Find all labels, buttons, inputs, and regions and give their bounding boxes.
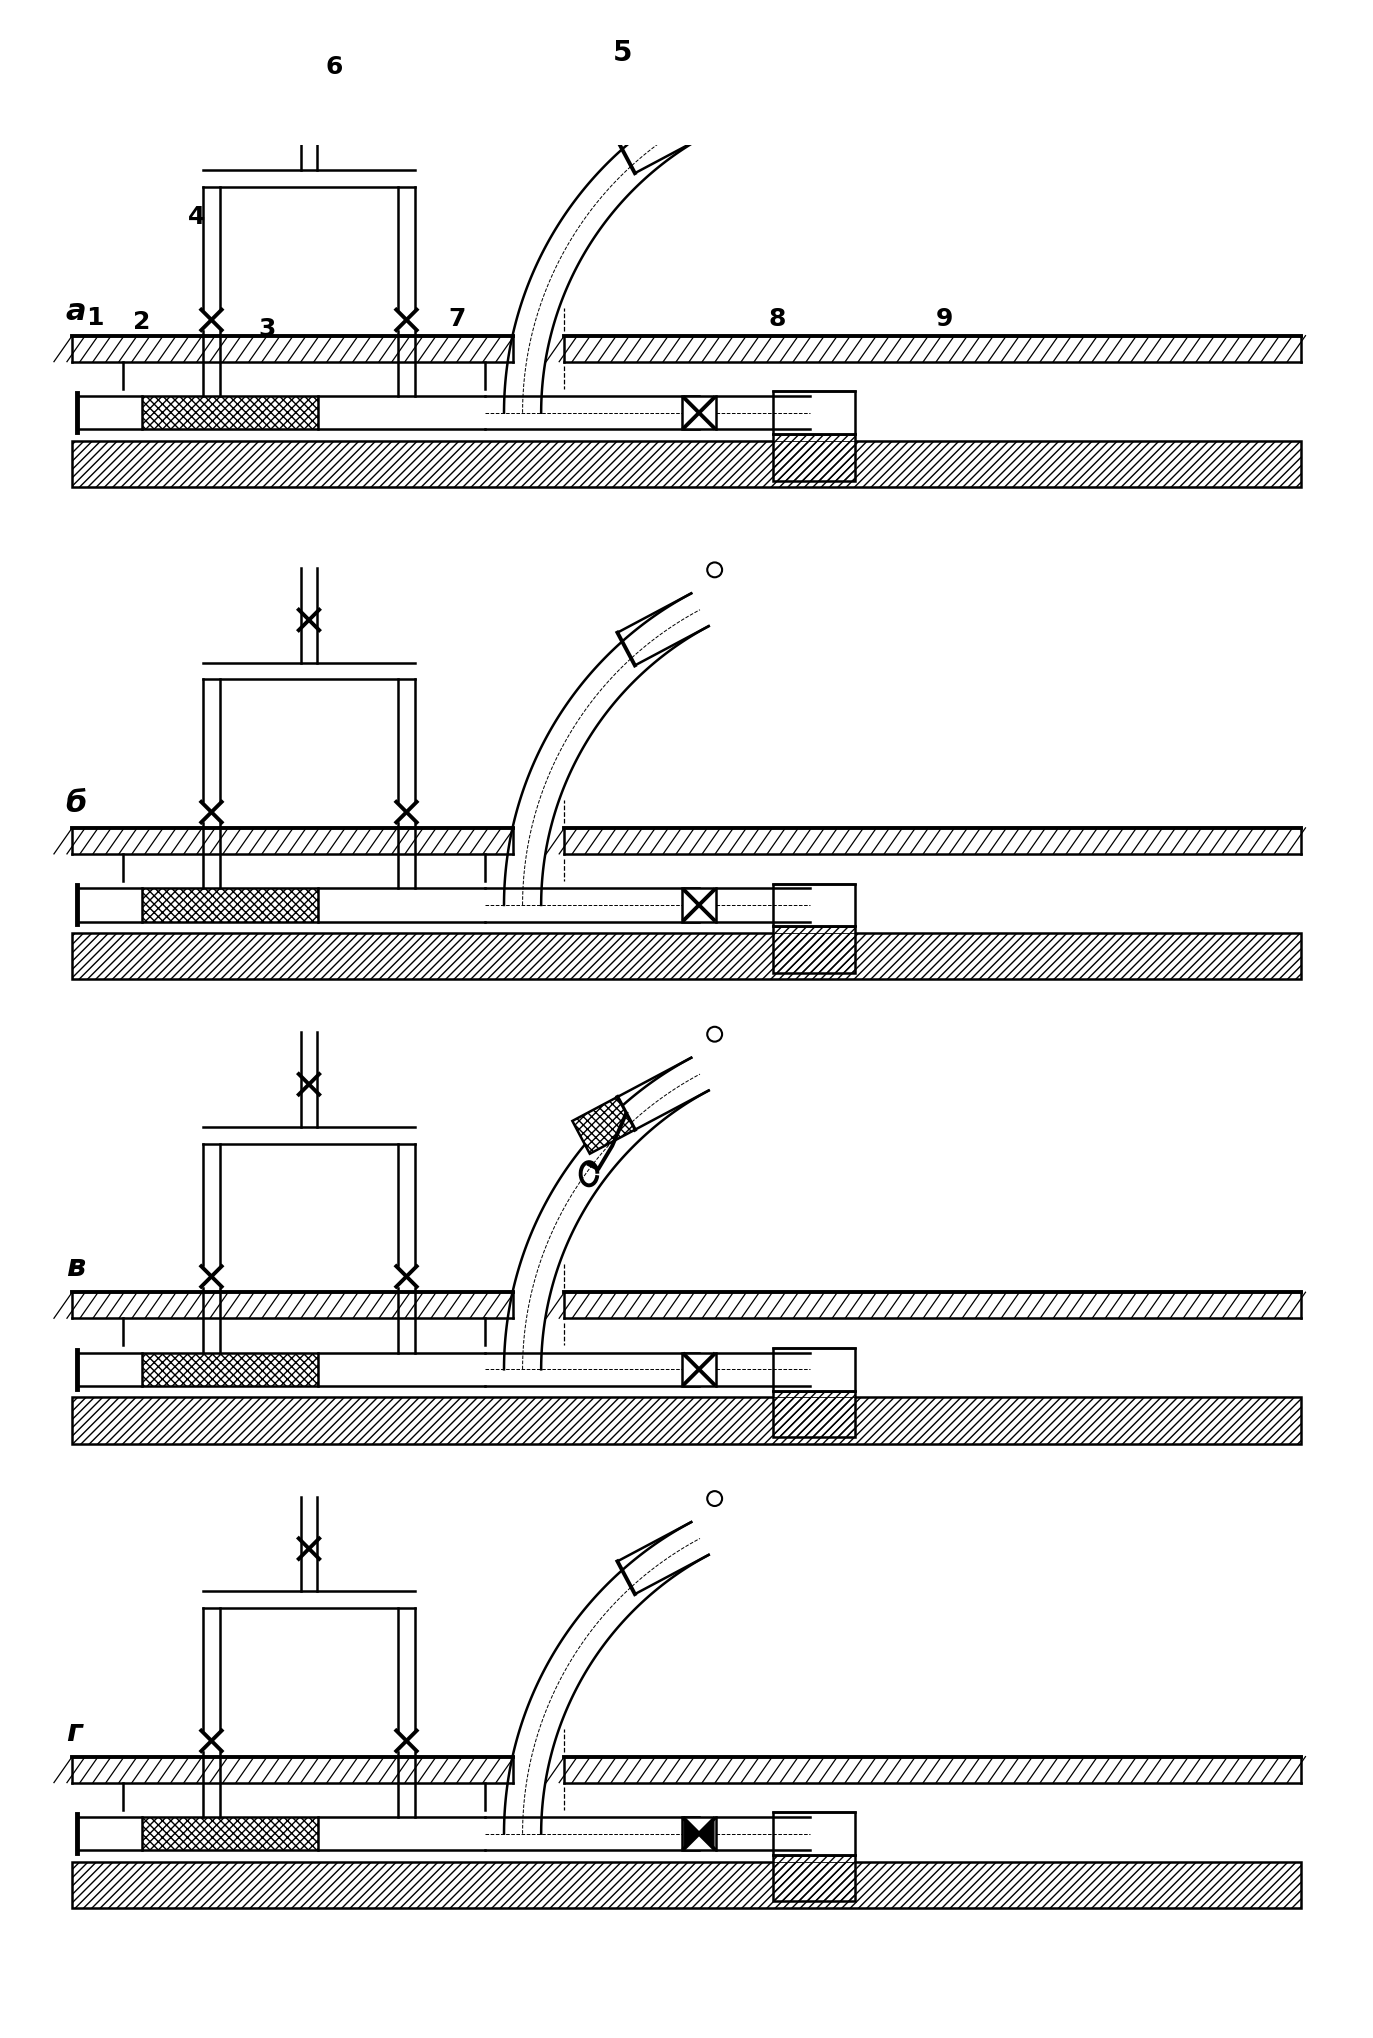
- Bar: [773, 1390, 855, 1437]
- Text: 5: 5: [612, 39, 632, 67]
- Bar: [564, 1757, 1300, 1783]
- Bar: [141, 1353, 319, 1386]
- Bar: [773, 927, 855, 972]
- Bar: [682, 395, 715, 430]
- Bar: [682, 1353, 715, 1386]
- Bar: [564, 336, 1300, 361]
- Bar: [773, 1390, 855, 1437]
- Bar: [773, 434, 855, 481]
- Bar: [555, 6, 689, 100]
- Bar: [773, 1855, 855, 1901]
- Text: 4: 4: [188, 206, 206, 228]
- Bar: [773, 884, 855, 927]
- Bar: [73, 336, 514, 361]
- Bar: [773, 927, 855, 972]
- Text: 9: 9: [936, 308, 953, 332]
- Bar: [141, 889, 319, 921]
- Text: 2: 2: [133, 310, 150, 334]
- Bar: [141, 1353, 319, 1386]
- Text: 3: 3: [258, 316, 275, 340]
- Text: г: г: [66, 1718, 81, 1747]
- Bar: [73, 827, 514, 854]
- Polygon shape: [684, 1818, 699, 1848]
- Text: 7: 7: [449, 308, 465, 332]
- Text: в: в: [66, 1253, 85, 1282]
- Bar: [141, 395, 319, 430]
- Bar: [73, 440, 1300, 487]
- Circle shape: [707, 69, 722, 86]
- Bar: [141, 1818, 319, 1851]
- Bar: [73, 1398, 1300, 1443]
- Bar: [141, 395, 319, 430]
- Circle shape: [707, 562, 722, 577]
- Text: 8: 8: [769, 308, 787, 332]
- Bar: [141, 889, 319, 921]
- Bar: [73, 1861, 1300, 1908]
- Bar: [141, 1818, 319, 1851]
- Polygon shape: [573, 1096, 634, 1154]
- Bar: [73, 933, 1300, 980]
- Bar: [773, 391, 855, 434]
- Bar: [73, 1861, 1300, 1908]
- Bar: [73, 1398, 1300, 1443]
- Bar: [73, 1292, 514, 1319]
- Bar: [682, 889, 715, 921]
- Circle shape: [707, 1492, 722, 1506]
- Text: 6: 6: [325, 55, 343, 79]
- Bar: [564, 827, 1300, 854]
- Bar: [773, 1347, 855, 1390]
- Polygon shape: [699, 1818, 714, 1848]
- Bar: [773, 1855, 855, 1901]
- Bar: [73, 1757, 514, 1783]
- Circle shape: [707, 1027, 722, 1041]
- Bar: [682, 1818, 715, 1851]
- Bar: [564, 1292, 1300, 1319]
- Bar: [773, 434, 855, 481]
- Text: 1: 1: [86, 306, 103, 330]
- Bar: [773, 1812, 855, 1855]
- Text: а: а: [66, 298, 86, 326]
- Bar: [73, 440, 1300, 487]
- Text: б: б: [66, 789, 86, 817]
- Bar: [73, 933, 1300, 980]
